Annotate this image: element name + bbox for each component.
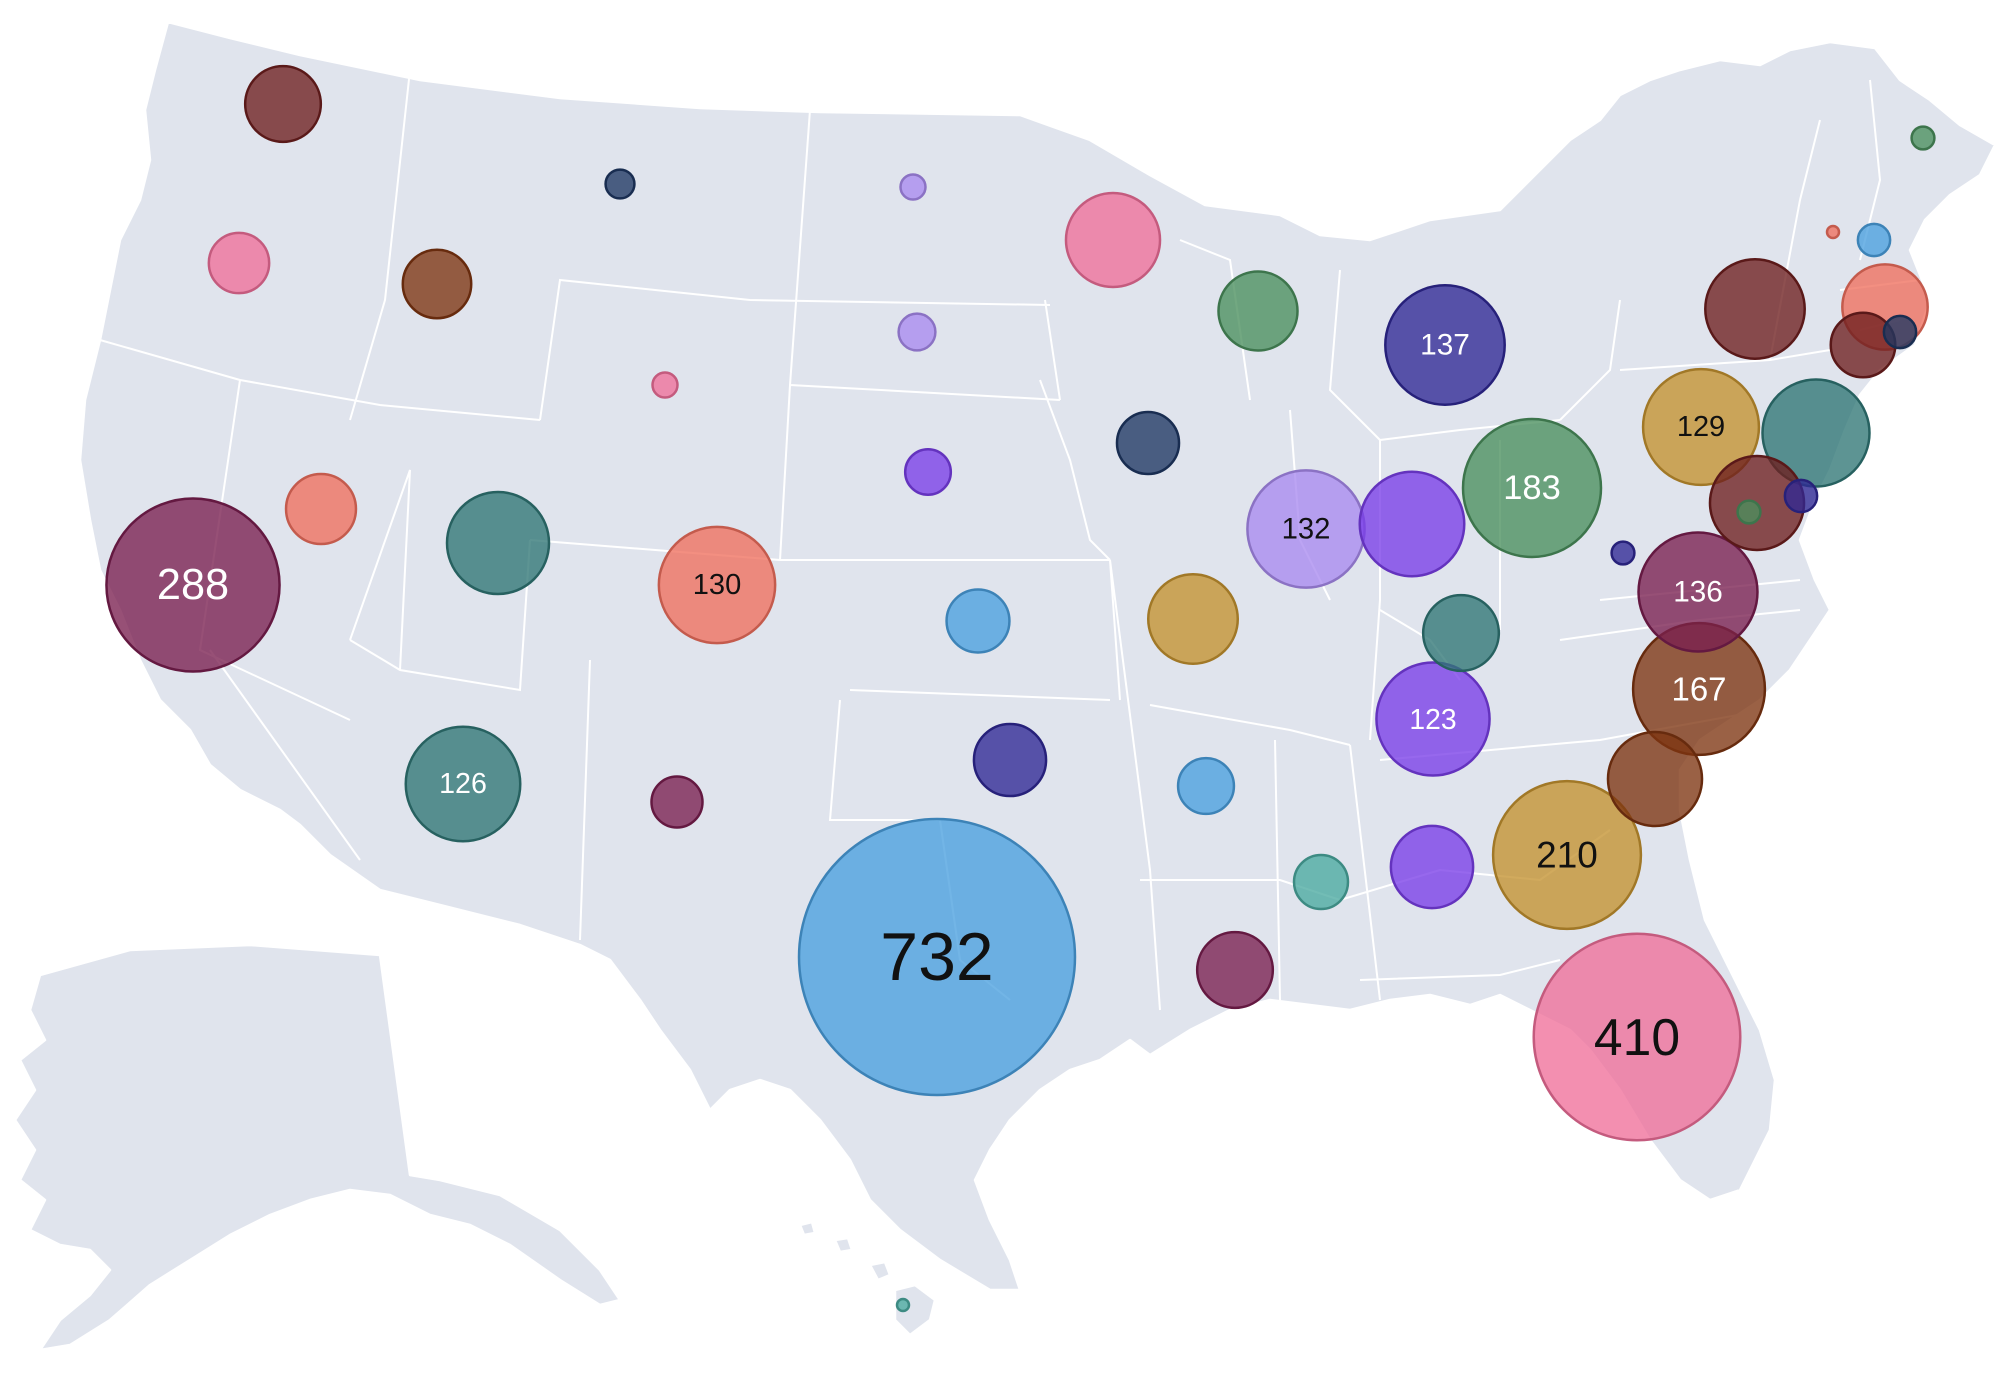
bubble-nh[interactable]: [1856, 222, 1892, 258]
bubble-ca[interactable]: [105, 497, 281, 673]
hawaii-kauai-shape: [798, 1220, 817, 1237]
bubble-ne[interactable]: [903, 447, 953, 497]
bubble-wv[interactable]: [1610, 540, 1636, 566]
bubble-ar[interactable]: [1176, 756, 1236, 816]
bubble-id[interactable]: [401, 248, 473, 320]
bubble-ky[interactable]: [1421, 593, 1501, 673]
bubble-mn[interactable]: [1064, 191, 1162, 289]
bubble-sd[interactable]: [897, 312, 937, 352]
bubble-hi[interactable]: [895, 1297, 911, 1313]
bubble-va[interactable]: [1637, 531, 1759, 653]
bubble-wa[interactable]: [243, 64, 323, 144]
bubble-fl[interactable]: [1532, 932, 1742, 1142]
bubble-ga[interactable]: [1491, 779, 1643, 931]
bubble-nj[interactable]: [1761, 378, 1871, 488]
hawaii-maui-shape: [868, 1260, 892, 1282]
bubble-pa[interactable]: [1704, 258, 1806, 360]
bubble-mo[interactable]: [1146, 572, 1240, 666]
bubble-me[interactable]: [1910, 125, 1936, 151]
bubble-de[interactable]: [1736, 499, 1762, 525]
bubble-ia[interactable]: [1115, 410, 1181, 476]
bubble-mi[interactable]: [1384, 284, 1506, 406]
bubble-nd[interactable]: [899, 173, 927, 201]
hawaii-big-island-shape: [893, 1283, 937, 1337]
bubble-nm[interactable]: [650, 775, 704, 829]
hawaii-oahu-shape: [833, 1236, 854, 1254]
bubble-ut[interactable]: [445, 490, 551, 596]
bubble-ny[interactable]: [1641, 367, 1761, 487]
bubble-wy[interactable]: [651, 371, 679, 399]
bubble-sc[interactable]: [1606, 730, 1704, 828]
bubble-ms[interactable]: [1292, 853, 1350, 911]
bubble-co[interactable]: [657, 525, 777, 645]
bubble-az[interactable]: [404, 725, 522, 843]
bubble-ks[interactable]: [945, 588, 1011, 654]
bubble-mt[interactable]: [604, 168, 636, 200]
bubble-la[interactable]: [1195, 930, 1275, 1010]
bubble-ri[interactable]: [1882, 314, 1918, 350]
bubble-tx[interactable]: [797, 817, 1077, 1097]
bubble-il[interactable]: [1246, 469, 1366, 589]
bubble-nv[interactable]: [284, 472, 358, 546]
bubble-oh[interactable]: [1461, 417, 1603, 559]
land-layer: [13, 20, 1997, 1352]
bubble-ok[interactable]: [972, 722, 1048, 798]
bubble-tn[interactable]: [1375, 661, 1491, 777]
bubble-or[interactable]: [207, 231, 271, 295]
bubble-in[interactable]: [1358, 470, 1466, 578]
alaska-shape: [13, 943, 622, 1352]
bubble-vt[interactable]: [1825, 224, 1841, 240]
bubble-dc[interactable]: [1783, 478, 1819, 514]
bubble-al[interactable]: [1389, 824, 1475, 910]
bubble-wi[interactable]: [1217, 270, 1299, 352]
